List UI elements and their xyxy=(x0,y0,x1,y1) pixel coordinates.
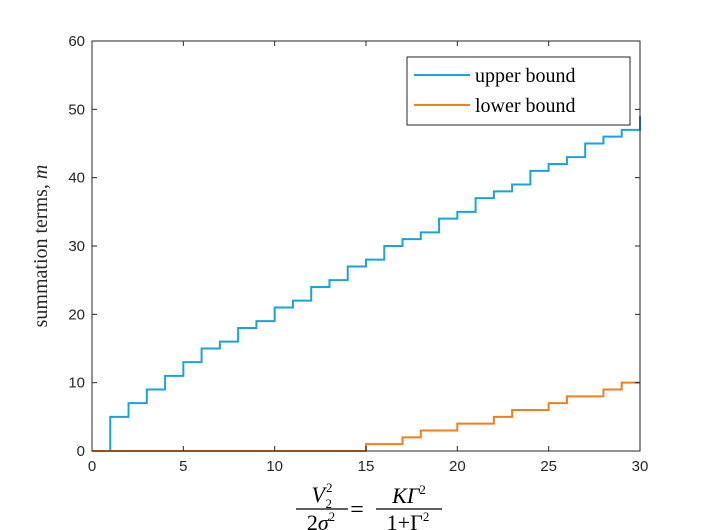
legend-box xyxy=(406,56,631,126)
data-point-upper-bound-9 xyxy=(255,320,257,322)
x-label-equals: = xyxy=(350,497,364,523)
y-tick-label-5: 50 xyxy=(68,101,85,118)
data-point-upper-bound-1 xyxy=(109,416,111,418)
y-tick-label-6: 60 xyxy=(68,33,85,50)
data-point-upper-bound-23 xyxy=(511,183,513,186)
data-point-upper-bound-10 xyxy=(274,306,276,309)
legend-label-upper-bound: upper bound xyxy=(475,65,576,87)
y-axis-label-text: summation terms, xyxy=(30,179,52,327)
x-label-lhs-numerator: V2 2 xyxy=(312,480,333,511)
data-point-upper-bound-20 xyxy=(456,211,458,213)
data-point-upper-bound-17 xyxy=(401,238,404,240)
y-tick-label-3: 30 xyxy=(68,238,85,255)
data-point-lower-bound-15 xyxy=(365,443,367,445)
x-label-lhs-denominator: 2σ2 xyxy=(307,509,335,530)
y-tick-label-2: 20 xyxy=(68,306,85,323)
data-point-upper-bound-15 xyxy=(365,259,367,261)
data-point-upper-bound-11 xyxy=(292,300,294,302)
y-axis-label: summation terms, m xyxy=(30,165,52,328)
data-point-upper-bound-7 xyxy=(219,341,221,343)
x-axis-label: V2 2 2σ2 = KΓ2 1+Γ2 xyxy=(296,480,442,530)
data-point-upper-bound-22 xyxy=(493,190,495,192)
x-tick-label-5: 25 xyxy=(540,458,557,475)
data-point-upper-bound-12 xyxy=(310,286,312,288)
data-point-lower-bound-16 xyxy=(383,443,385,445)
data-point-lower-bound-21 xyxy=(475,423,477,425)
data-point-lower-bound-22 xyxy=(493,416,495,418)
data-point-upper-bound-21 xyxy=(475,197,477,199)
data-point-upper-bound-4 xyxy=(164,375,166,377)
data-point-upper-bound-29 xyxy=(621,129,623,131)
tick-layer: 0 5 10 15 20 25 30 0 10 20 30 40 50 60 xyxy=(68,33,648,475)
data-point-upper-bound-24 xyxy=(529,170,532,172)
data-point-upper-bound-18 xyxy=(420,231,422,233)
data-point-upper-bound-2 xyxy=(127,402,130,404)
data-point-upper-bound-6 xyxy=(201,347,203,350)
y-axis-label-variable: m xyxy=(30,165,52,179)
x-tick-label-0: 0 xyxy=(88,458,96,475)
data-point-upper-bound-25 xyxy=(548,163,550,165)
x-tick-label-1: 5 xyxy=(179,458,187,475)
data-point-lower-bound-28 xyxy=(602,388,605,391)
data-point-lower-bound-20 xyxy=(456,423,458,425)
data-point-lower-bound-18 xyxy=(420,429,422,432)
plot-frame xyxy=(91,40,641,452)
data-point-upper-bound-8 xyxy=(237,327,239,329)
data-point-lower-bound-19 xyxy=(438,429,440,432)
data-point-lower-bound-29 xyxy=(621,382,623,384)
data-point-lower-bound-26 xyxy=(566,395,568,397)
data-point-upper-bound-3 xyxy=(146,388,148,391)
data-point-lower-bound-24 xyxy=(529,409,532,411)
x-tick-label-6: 30 xyxy=(632,458,649,475)
x-label-rhs-numerator: KΓ2 xyxy=(391,482,426,508)
data-point-lower-bound-23 xyxy=(511,409,513,411)
y-tick-label-0: 0 xyxy=(77,443,85,460)
data-point-upper-bound-14 xyxy=(347,265,349,268)
legend: upper bound lower bound xyxy=(406,56,631,126)
data-point-upper-bound-27 xyxy=(584,142,586,145)
x-tick-label-2: 10 xyxy=(266,458,283,475)
y-tick-label-1: 10 xyxy=(68,375,85,392)
data-point-lower-bound-17 xyxy=(401,436,404,438)
data-point-lower-bound-25 xyxy=(548,402,550,404)
x-label-rhs-denominator: 1+Γ2 xyxy=(387,509,430,530)
legend-label-lower-bound: lower bound xyxy=(475,95,576,117)
x-tick-label-3: 15 xyxy=(358,458,375,475)
data-point-upper-bound-16 xyxy=(383,245,385,247)
data-point-upper-bound-5 xyxy=(182,361,184,363)
data-point-upper-bound-26 xyxy=(566,156,568,158)
data-point-upper-bound-19 xyxy=(438,218,440,220)
y-tick-label-4: 40 xyxy=(68,170,85,187)
x-tick-label-4: 20 xyxy=(449,458,466,475)
data-point-upper-bound-28 xyxy=(602,136,605,138)
data-point-lower-bound-27 xyxy=(584,395,586,397)
data-point-upper-bound-13 xyxy=(328,279,331,281)
